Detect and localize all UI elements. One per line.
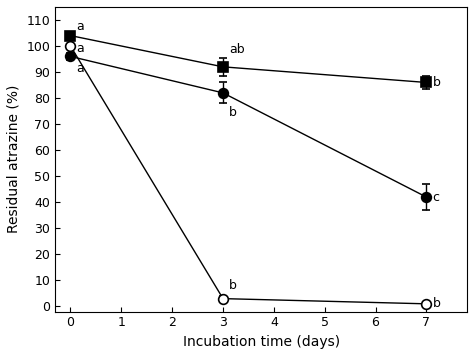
Text: b: b <box>432 297 440 310</box>
Text: a: a <box>77 20 84 33</box>
Y-axis label: Residual atrazine (%): Residual atrazine (%) <box>7 85 21 234</box>
X-axis label: Incubation time (days): Incubation time (days) <box>182 335 340 349</box>
Text: c: c <box>432 190 439 204</box>
Text: b: b <box>229 279 237 292</box>
Text: a: a <box>77 62 84 75</box>
Text: ab: ab <box>229 43 245 56</box>
Text: a: a <box>77 42 84 55</box>
Text: b: b <box>432 76 440 89</box>
Text: b: b <box>229 106 237 119</box>
